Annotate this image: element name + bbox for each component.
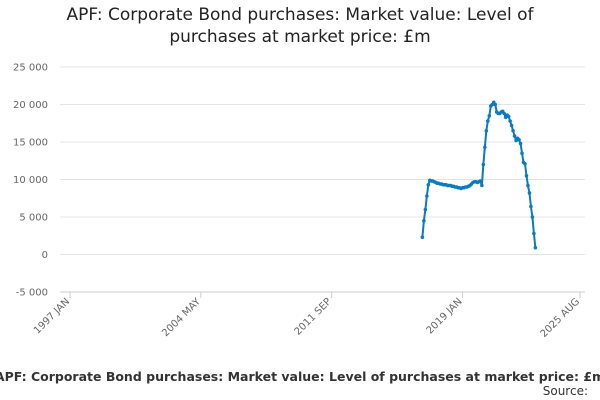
point [524,173,529,178]
point [533,245,538,250]
point [481,162,486,167]
point [420,235,425,240]
point [486,119,490,123]
x-tick-label: 2004 MAY [160,296,203,339]
point [483,145,487,150]
point [502,111,506,116]
point [527,191,532,195]
point [518,141,523,146]
point [530,215,535,219]
x-tick-label: 2019 JAN [425,296,465,336]
point [484,128,489,133]
y-tick-label: 5 000 [19,213,48,224]
point [511,128,515,133]
point [520,151,524,156]
point [425,194,429,198]
point [526,183,530,188]
y-tick-label: 20 000 [13,100,48,111]
x-tick-label: 2011 SEP [293,296,334,337]
y-tick-label: 0 [42,250,48,261]
x-tick-label: 1997 JAN [32,296,72,336]
caption: APF: Corporate Bond purchases: Market va… [0,369,600,384]
point [529,204,533,209]
chart-title: APF: Corporate Bond purchases: Market va… [66,5,534,47]
point [487,113,492,118]
point [506,114,511,119]
point [426,182,431,187]
point [508,119,512,123]
point [422,218,426,223]
x-tick-label: 2025 AUG [539,296,583,340]
point [423,207,428,212]
point [532,231,536,236]
y-tick-label: 10 000 [13,175,48,186]
point [493,102,498,107]
point [512,134,517,138]
point [509,123,514,128]
point [523,161,527,166]
line [421,100,537,248]
y-tick-label: 25 000 [13,63,48,74]
source: Source: [543,384,588,398]
point [478,179,483,183]
y-tick-label: 15 000 [13,138,48,149]
y-tick-label: -5 000 [16,288,48,299]
point [480,183,484,188]
point [517,137,521,142]
